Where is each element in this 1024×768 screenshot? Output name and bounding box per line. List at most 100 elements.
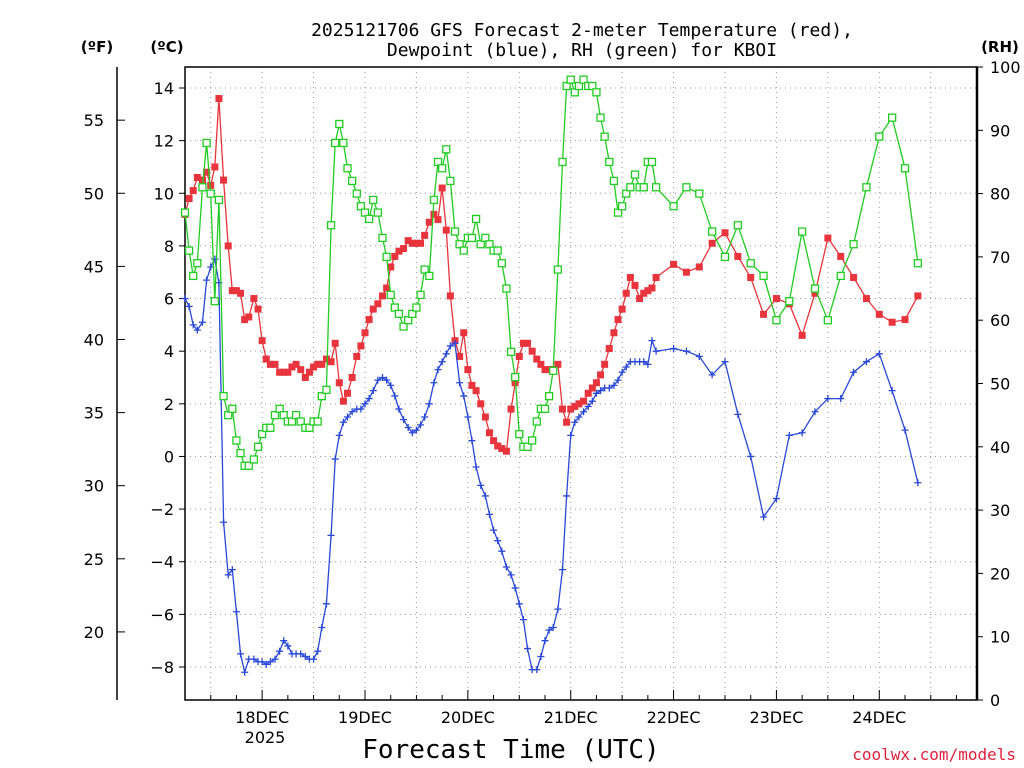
dewpoint-marker xyxy=(335,431,343,439)
temperature-marker xyxy=(391,252,399,260)
dewpoint-marker xyxy=(605,384,613,392)
dewpoint-marker xyxy=(785,431,793,439)
rh-line xyxy=(184,78,919,467)
dewpoint-marker xyxy=(618,368,626,376)
dewpoint-marker xyxy=(322,600,330,608)
temperature-marker xyxy=(438,184,446,192)
dewpoint-marker xyxy=(622,363,630,371)
rh-tick-label: 40 xyxy=(990,438,1010,457)
rh-marker xyxy=(609,176,619,186)
temperature-marker xyxy=(446,292,454,300)
rh-marker xyxy=(394,309,404,319)
dewpoint-marker xyxy=(456,379,464,387)
dewpoint-marker xyxy=(507,571,515,579)
celsius-tick-label: 4 xyxy=(164,342,174,361)
rh-marker xyxy=(180,208,190,217)
rh-tick-label: 80 xyxy=(990,185,1010,204)
dewpoint-marker xyxy=(331,455,339,463)
rh-marker xyxy=(378,233,387,243)
dewpoint-marker xyxy=(533,666,541,674)
dewpoint-marker xyxy=(237,650,245,658)
dewpoint-marker xyxy=(460,392,468,400)
rh-marker xyxy=(600,132,609,141)
rh-marker xyxy=(900,164,910,173)
temperature-marker xyxy=(339,397,347,405)
temperature-marker xyxy=(605,345,613,353)
temperature-marker xyxy=(601,360,609,368)
rh-marker xyxy=(797,227,807,236)
temperature-marker xyxy=(310,363,318,371)
temperature-marker xyxy=(412,239,420,247)
rh-marker xyxy=(544,392,554,401)
temperature-marker xyxy=(914,292,922,300)
dewpoint-marker xyxy=(862,358,870,366)
temperature-marker xyxy=(348,374,356,381)
rh-marker xyxy=(352,189,361,198)
rh-marker xyxy=(532,417,541,426)
rh-marker xyxy=(592,88,601,97)
source-credit: coolwx.com/models xyxy=(852,745,1016,764)
rh-marker xyxy=(772,316,781,325)
celsius-unit-label: (ºC) xyxy=(150,38,183,56)
dewpoint-marker xyxy=(185,302,193,310)
temperature-marker xyxy=(258,337,266,345)
dewpoint-marker xyxy=(541,637,549,645)
rh-marker xyxy=(639,183,648,192)
rh-marker xyxy=(291,410,301,420)
temperature-marker xyxy=(400,245,408,253)
rh-marker xyxy=(836,271,845,281)
temperature-marker xyxy=(721,229,729,237)
rh-marker xyxy=(446,176,455,186)
temperature-marker xyxy=(241,316,249,324)
temperature-marker xyxy=(747,273,755,281)
dewpoint-marker xyxy=(348,408,356,416)
rh-marker xyxy=(313,417,322,426)
celsius-tick-label: 10 xyxy=(154,184,174,203)
temperature-marker xyxy=(631,281,639,289)
x-axis-label: Forecast Time (UTC) xyxy=(362,735,659,765)
dewpoint-marker xyxy=(485,510,493,518)
temperature-marker xyxy=(280,368,288,376)
dewpoint-marker xyxy=(280,637,288,645)
temperature-marker xyxy=(648,284,656,292)
temperature-marker xyxy=(614,316,622,324)
temperature-marker xyxy=(515,352,523,360)
rh-marker xyxy=(669,202,678,211)
dewpoint-marker xyxy=(472,463,480,471)
rh-marker xyxy=(913,259,923,268)
temperature-marker xyxy=(477,400,485,408)
dewpoint-marker xyxy=(597,387,605,395)
temperature-marker xyxy=(901,316,909,324)
fahrenheit-tick-label: 50 xyxy=(84,184,104,203)
dewpoint-marker xyxy=(446,342,454,350)
x-tick-label: 21DEC xyxy=(544,708,598,727)
dewpoint-marker xyxy=(365,395,373,403)
temperature-marker xyxy=(670,260,678,268)
rh-marker xyxy=(875,132,884,141)
dewpoint-marker xyxy=(310,655,318,663)
rh-marker xyxy=(202,138,211,148)
rh-marker xyxy=(416,290,425,300)
temperature-marker xyxy=(652,273,660,281)
rh-marker xyxy=(596,113,605,122)
fahrenheit-tick-label: 55 xyxy=(84,111,104,130)
dewpoint-marker xyxy=(434,366,442,374)
temperature-marker xyxy=(567,405,575,413)
dewpoint-marker xyxy=(374,376,382,384)
rh-marker xyxy=(862,183,871,192)
dewpoint-marker xyxy=(498,547,506,555)
dewpoint-marker xyxy=(203,276,211,284)
dewpoint-marker xyxy=(563,492,571,500)
temperature-marker xyxy=(618,305,626,313)
rh-marker xyxy=(296,417,305,426)
dewpoint-marker xyxy=(387,381,395,389)
rh-marker xyxy=(450,227,460,236)
rh-marker xyxy=(849,240,858,249)
temperature-marker xyxy=(198,176,206,184)
temperature-marker xyxy=(220,176,228,184)
rh-marker xyxy=(335,119,344,129)
rh-marker xyxy=(785,297,794,306)
rh-marker xyxy=(682,183,691,192)
dewpoint-marker xyxy=(511,584,519,592)
